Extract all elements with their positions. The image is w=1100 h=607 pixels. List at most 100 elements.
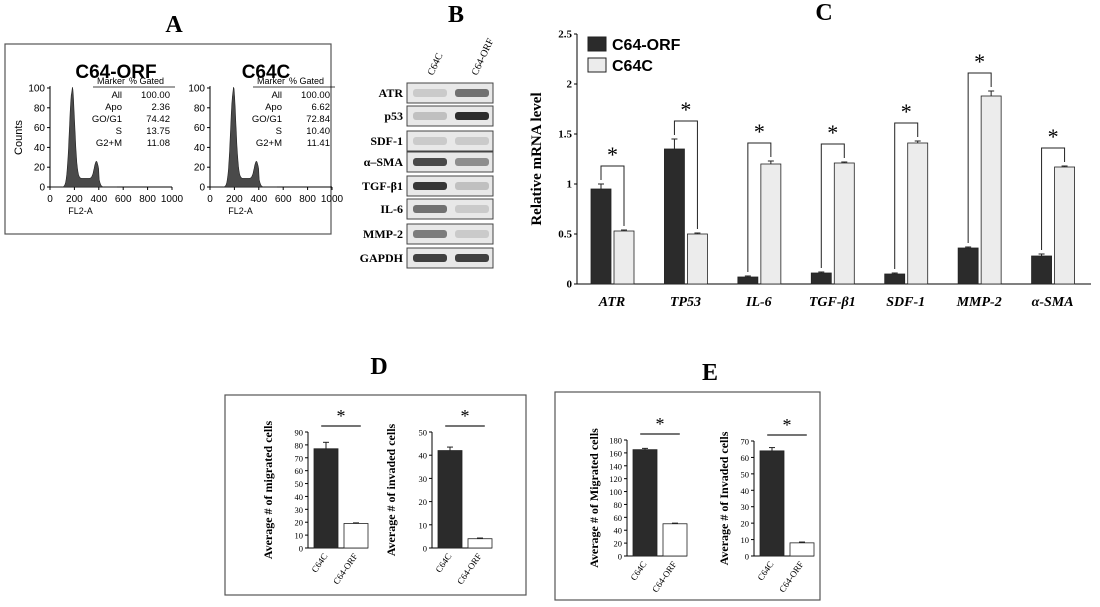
bar-c64c xyxy=(833,162,855,285)
category-label: ATR xyxy=(598,295,625,310)
significance-bracket xyxy=(894,122,919,269)
category-label: C64C xyxy=(628,559,648,582)
blot-band xyxy=(413,182,447,190)
flow-table-value: 100.00 xyxy=(141,90,170,101)
blot-strip xyxy=(406,151,494,173)
y-tick-label: 0 xyxy=(567,279,573,291)
legend-label: C64-ORF xyxy=(612,37,681,54)
flow-table-marker: G2+M xyxy=(256,138,282,149)
flow-table-value: 74.42 xyxy=(146,114,170,125)
blot-band xyxy=(455,230,489,238)
category-label: MMP-2 xyxy=(956,295,1002,310)
flow-x-label: FL2-A xyxy=(68,206,93,216)
invaded-chart-e: 0 10 20 30 40 50 60 70 Average # of Invaded cell… xyxy=(717,415,815,594)
blot-band xyxy=(413,112,447,120)
category-label: TP53 xyxy=(670,295,701,310)
bar-c64-orf xyxy=(789,542,815,557)
y-tick-label: 1.5 xyxy=(558,129,572,141)
bar-c64-orf xyxy=(590,188,612,285)
bar-c64-orf xyxy=(343,523,369,549)
flow-x-label: FL2-A xyxy=(228,206,253,216)
flow-table-value: 2.36 xyxy=(152,102,171,113)
flow-x-tick-label: 800 xyxy=(299,194,316,205)
significance-star: * xyxy=(754,119,765,144)
y-tick-label: 2.5 xyxy=(558,29,572,41)
flow-x-tick-label: 800 xyxy=(139,194,156,205)
category-label: C64C xyxy=(309,551,329,574)
flow-x-tick-label: 0 xyxy=(47,194,53,205)
panel-a-frame xyxy=(4,43,332,235)
western-blot-panel: C64C C64-ORF ATR p53 SDF-1 α–SMA TGF-β1 IL-6 MMP… xyxy=(360,36,497,269)
category-label: SDF-1 xyxy=(886,295,925,310)
bar-c64c xyxy=(760,163,782,285)
y-tick-label: 30 xyxy=(741,502,750,512)
flow-table-value: 10.40 xyxy=(306,126,330,137)
category-label: C64-ORF xyxy=(650,559,679,594)
y-tick-label: 180 xyxy=(609,436,622,446)
flow-histogram-shape xyxy=(50,87,118,188)
significance-star: * xyxy=(461,406,470,426)
bar-c64c xyxy=(632,449,658,557)
significance-bracket xyxy=(600,165,625,226)
flow-y-tick-label: 60 xyxy=(194,123,206,134)
bar-c64-orf xyxy=(957,247,979,285)
bar-c64c xyxy=(687,233,708,285)
bar-c64-orf xyxy=(737,276,759,285)
flow-table-value: 11.41 xyxy=(307,138,330,149)
y-tick-label: 40 xyxy=(614,526,623,536)
flow-table-marker: Apo xyxy=(105,102,122,113)
bar-c64-orf xyxy=(884,273,906,285)
y-tick-label: 0 xyxy=(299,544,303,554)
migrated-chart-d: 0 10 20 30 40 50 60 70 80 90 Average # of migrated… xyxy=(261,406,369,586)
flow-table-value: 100.00 xyxy=(301,90,330,101)
y-tick-label: 0 xyxy=(423,544,427,554)
blot-band xyxy=(413,254,447,262)
flow-title: C64-ORF xyxy=(75,62,156,83)
y-tick-label: 0.5 xyxy=(558,229,572,241)
invaded-chart-d: 0 10 20 30 40 50 Average # of invaded cells C64… xyxy=(384,406,493,586)
y-tick-label: 30 xyxy=(419,474,428,484)
bar-c64c xyxy=(437,450,463,549)
blot-strip xyxy=(406,82,494,104)
flow-table-value: 6.62 xyxy=(312,102,331,113)
category-label: TGF-β1 xyxy=(809,295,856,310)
flow-x-tick-label: 1000 xyxy=(161,194,184,205)
y-axis-label: Average # of Invaded cells xyxy=(717,431,731,565)
blot-strip xyxy=(406,247,494,269)
y-tick-label: 80 xyxy=(614,500,623,510)
significance-star: * xyxy=(901,99,912,124)
blot-band xyxy=(413,158,447,166)
y-tick-label: 10 xyxy=(419,520,428,530)
y-tick-label: 40 xyxy=(419,451,428,461)
significance-bracket xyxy=(747,142,772,272)
blot-protein-label: MMP-2 xyxy=(363,227,403,241)
y-tick-label: 50 xyxy=(741,469,750,479)
bar-c64c xyxy=(759,450,785,557)
bar-c64c xyxy=(1054,166,1075,285)
flow-y-tick-label: 40 xyxy=(194,143,206,154)
y-tick-label: 0 xyxy=(745,552,749,562)
blot-protein-label: SDF-1 xyxy=(370,134,403,148)
y-tick-label: 80 xyxy=(295,440,304,450)
flow-table-marker: S xyxy=(116,126,122,137)
flow-table-marker: GO/G1 xyxy=(92,114,122,125)
blot-protein-label: α–SMA xyxy=(364,155,404,169)
blot-strip xyxy=(406,198,494,220)
blot-protein-label: TGF-β1 xyxy=(362,179,403,193)
blot-band xyxy=(413,230,447,238)
bar-c64c xyxy=(907,142,929,285)
flow-y-tick-label: 80 xyxy=(194,103,206,114)
flow-x-tick-label: 0 xyxy=(207,194,213,205)
y-tick-label: 10 xyxy=(741,535,750,545)
flow-table-header-marker: Marker xyxy=(257,76,285,86)
y-axis-label: Average # of migrated cells xyxy=(261,420,275,559)
flow-x-tick-label: 600 xyxy=(115,194,132,205)
panel-letter-a: A xyxy=(165,12,183,38)
y-tick-label: 120 xyxy=(609,474,622,484)
blot-band xyxy=(413,89,447,97)
blot-lane-label: C64C xyxy=(426,51,446,77)
blot-strip xyxy=(406,175,494,197)
flow-table-header-gated: % Gated xyxy=(129,76,164,86)
y-tick-label: 20 xyxy=(741,519,750,529)
